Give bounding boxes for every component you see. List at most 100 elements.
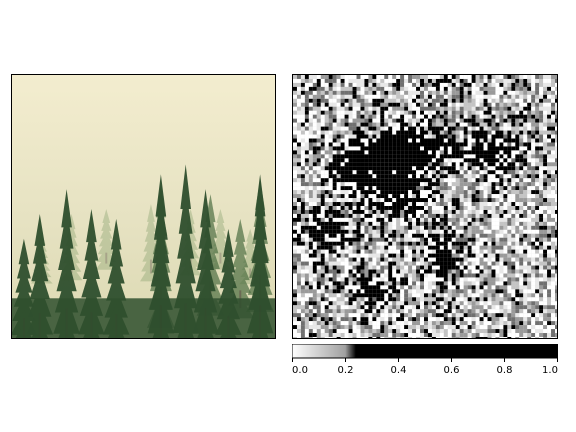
heatmap-cell	[400, 198, 404, 202]
heatmap-cell	[484, 79, 488, 83]
heatmap-cell	[464, 329, 468, 333]
heatmap-cell	[404, 119, 408, 123]
heatmap-cell	[484, 270, 488, 274]
heatmap-cell	[424, 281, 428, 285]
heatmap-cell	[317, 273, 321, 277]
heatmap-cell	[392, 281, 396, 285]
heatmap-cell	[499, 150, 503, 154]
heatmap-cell	[396, 95, 400, 99]
heatmap-cell	[408, 270, 412, 274]
heatmap-cell	[547, 277, 551, 281]
heatmap-cell	[464, 170, 468, 174]
heatmap-cell	[440, 297, 444, 301]
heatmap-cell	[321, 293, 325, 297]
heatmap-cell	[313, 226, 317, 230]
heatmap-cell	[535, 166, 539, 170]
heatmap-cell	[420, 305, 424, 309]
heatmap-cell	[527, 254, 531, 258]
heatmap-cell	[357, 337, 361, 338]
heatmap-cell	[309, 329, 313, 333]
heatmap-cell	[539, 222, 543, 226]
heatmap-cell	[448, 317, 452, 321]
heatmap-cell	[519, 281, 523, 285]
heatmap-cell	[353, 250, 357, 254]
heatmap-cell	[472, 218, 476, 222]
heatmap-cell	[495, 329, 499, 333]
heatmap-cell	[345, 329, 349, 333]
heatmap-cell	[333, 262, 337, 266]
heatmap-cell	[480, 333, 484, 337]
heatmap-cell	[360, 214, 364, 218]
heatmap-cell	[408, 301, 412, 305]
heatmap-cell	[543, 170, 547, 174]
heatmap-cell	[491, 87, 495, 91]
heatmap-cell	[293, 289, 297, 293]
heatmap-cell	[400, 87, 404, 91]
heatmap-cell	[539, 333, 543, 337]
heatmap-cell	[511, 325, 515, 329]
heatmap-cell	[515, 154, 519, 158]
heatmap-cell	[480, 242, 484, 246]
heatmap-cell	[293, 87, 297, 91]
heatmap-cell	[368, 258, 372, 262]
heatmap-cell	[353, 83, 357, 87]
heatmap-cell	[380, 87, 384, 91]
heatmap-cell	[539, 194, 543, 198]
heatmap-cell	[400, 135, 404, 139]
heatmap-cell	[499, 273, 503, 277]
heatmap-cell	[396, 87, 400, 91]
heatmap-cell	[341, 111, 345, 115]
heatmap-cell	[412, 333, 416, 337]
heatmap-cell	[372, 325, 376, 329]
heatmap-cell	[380, 190, 384, 194]
heatmap-cell	[301, 273, 305, 277]
heatmap-cell	[460, 317, 464, 321]
heatmap-cell	[412, 150, 416, 154]
heatmap-cell	[412, 139, 416, 143]
heatmap-cell	[511, 226, 515, 230]
heatmap-cell	[432, 135, 436, 139]
heatmap-cell	[341, 158, 345, 162]
heatmap-cell	[495, 214, 499, 218]
heatmap-cell	[464, 238, 468, 242]
heatmap-cell	[456, 107, 460, 111]
heatmap-cell	[313, 186, 317, 190]
heatmap-cell	[491, 297, 495, 301]
heatmap-cell	[460, 158, 464, 162]
heatmap-cell	[293, 258, 297, 262]
heatmap-cell	[408, 218, 412, 222]
heatmap-cell	[499, 234, 503, 238]
heatmap-cell	[392, 178, 396, 182]
heatmap-cell	[368, 146, 372, 150]
heatmap-cell	[317, 87, 321, 91]
heatmap-cell	[428, 139, 432, 143]
heatmap-cell	[444, 99, 448, 103]
heatmap-cell	[388, 123, 392, 127]
heatmap-cell	[456, 158, 460, 162]
heatmap-cell	[535, 234, 539, 238]
heatmap-cell	[297, 198, 301, 202]
heatmap-cell	[317, 83, 321, 87]
heatmap-cell	[527, 333, 531, 337]
heatmap-cell	[404, 170, 408, 174]
heatmap-cell	[372, 190, 376, 194]
heatmap-cell	[357, 111, 361, 115]
heatmap-cell	[440, 170, 444, 174]
heatmap-cell	[384, 123, 388, 127]
heatmap-cell	[476, 285, 480, 289]
heatmap-cell	[408, 258, 412, 262]
heatmap-cell	[360, 146, 364, 150]
heatmap-cell	[341, 258, 345, 262]
heatmap-cell	[511, 313, 515, 317]
heatmap-cell	[523, 174, 527, 178]
heatmap-cell	[499, 186, 503, 190]
heatmap-cell	[523, 142, 527, 146]
heatmap-cell	[349, 246, 353, 250]
heatmap-cell	[523, 190, 527, 194]
heatmap-cell	[551, 119, 555, 123]
heatmap-cell	[396, 198, 400, 202]
heatmap-cell	[380, 329, 384, 333]
heatmap-cell	[472, 297, 476, 301]
heatmap-cell	[448, 174, 452, 178]
heatmap-cell	[400, 83, 404, 87]
